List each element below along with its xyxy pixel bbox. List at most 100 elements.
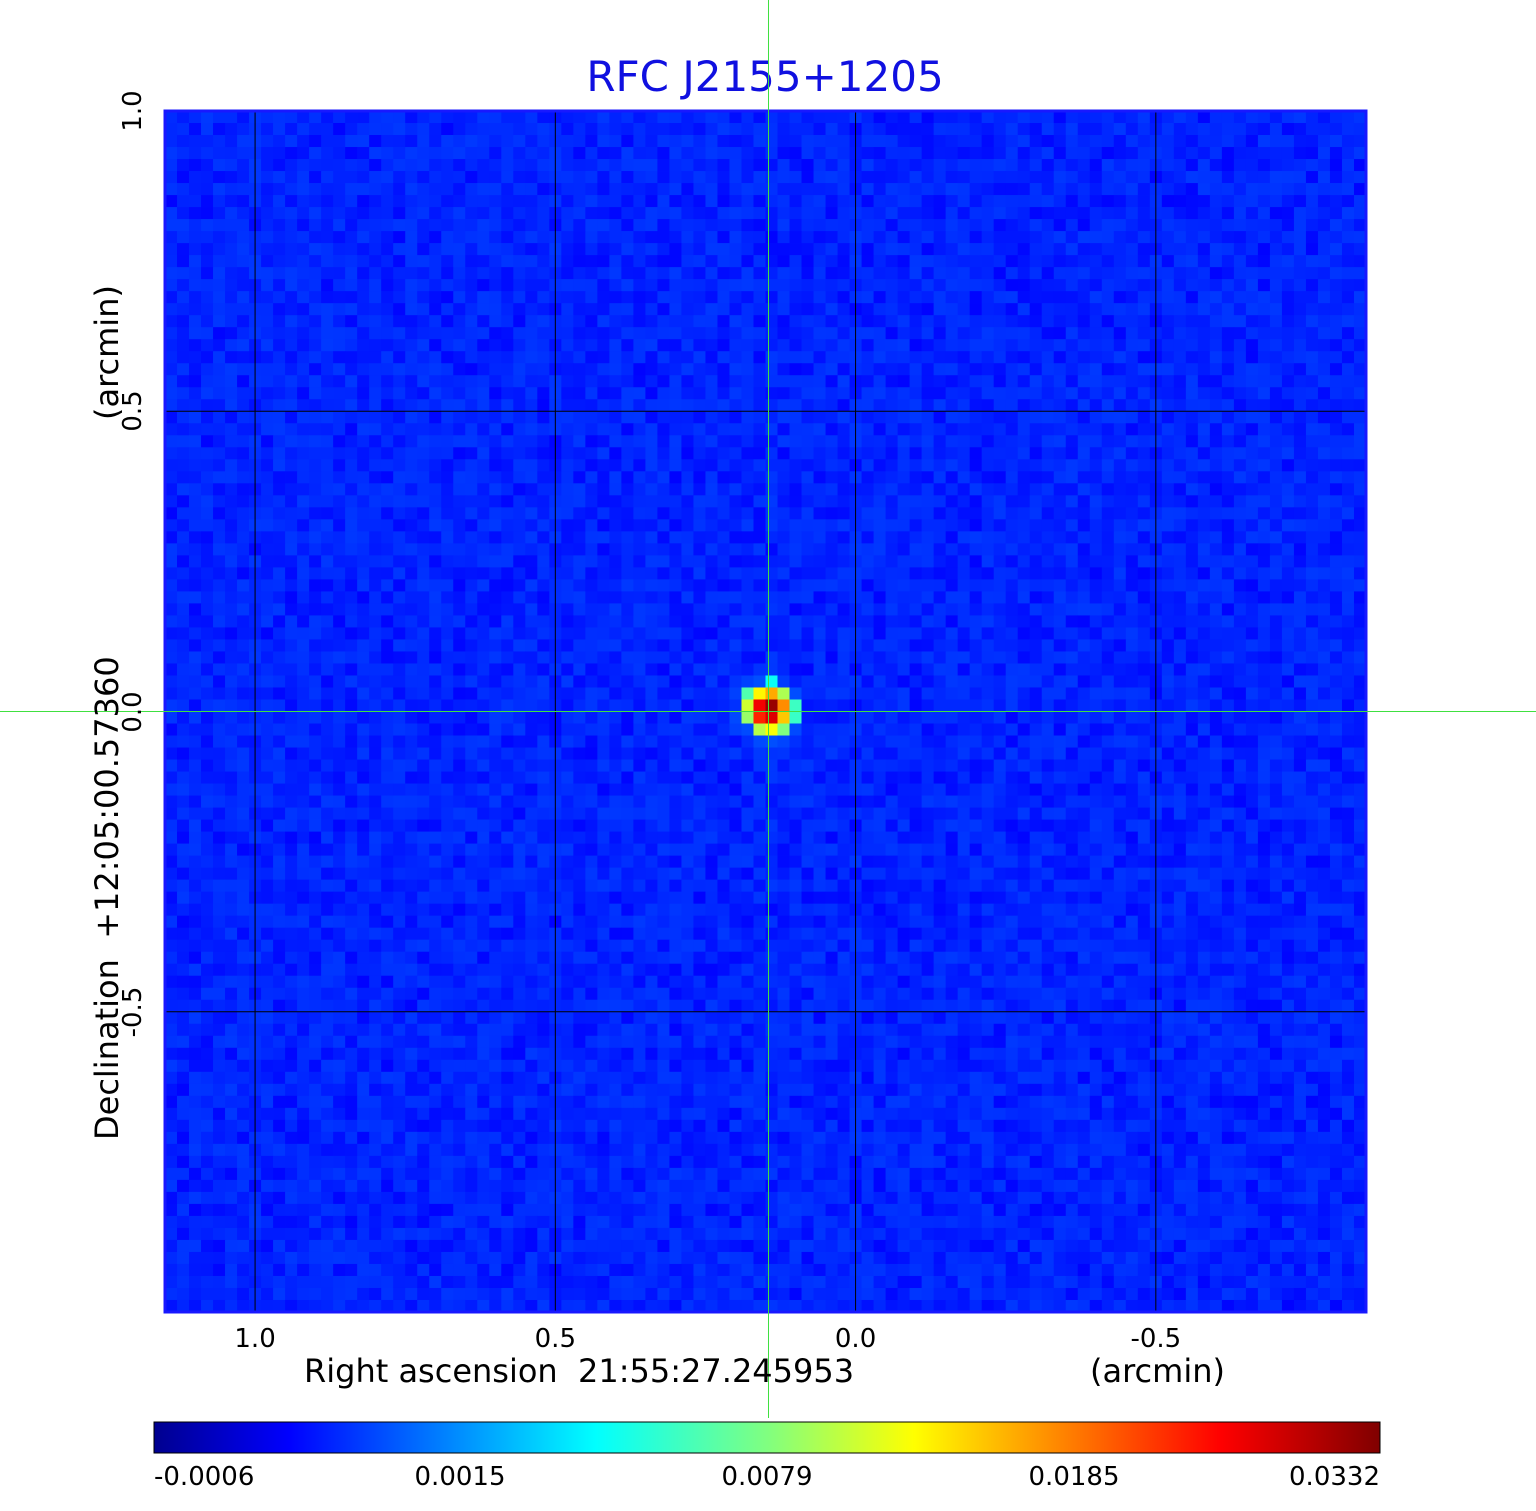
image-pixel <box>837 303 850 316</box>
image-pixel <box>561 291 574 304</box>
image-pixel <box>321 183 334 196</box>
image-pixel <box>813 291 826 304</box>
image-pixel <box>1005 159 1019 172</box>
image-pixel <box>285 699 298 712</box>
image-pixel <box>981 627 994 640</box>
image-pixel <box>777 435 790 448</box>
image-pixel <box>993 663 1006 676</box>
image-pixel <box>513 207 526 220</box>
image-pixel <box>1245 471 1259 484</box>
image-pixel <box>297 147 310 160</box>
image-pixel <box>777 447 790 460</box>
image-pixel <box>177 495 190 508</box>
image-pixel <box>405 567 418 580</box>
image-pixel <box>873 507 886 520</box>
image-pixel <box>1185 411 1199 424</box>
image-pixel <box>729 519 742 532</box>
image-pixel <box>201 327 214 340</box>
image-pixel <box>213 303 226 316</box>
image-pixel <box>897 435 910 448</box>
image-pixel <box>1257 231 1271 244</box>
image-pixel <box>201 567 214 580</box>
image-pixel <box>801 291 814 304</box>
image-pixel <box>297 219 310 232</box>
image-pixel <box>777 267 790 280</box>
image-pixel <box>705 483 718 496</box>
image-pixel <box>1341 687 1355 700</box>
image-pixel <box>909 183 922 196</box>
image-pixel <box>657 159 670 172</box>
image-pixel <box>189 327 202 340</box>
image-pixel <box>969 195 982 208</box>
image-pixel <box>381 375 394 388</box>
image-pixel <box>681 159 694 172</box>
image-pixel <box>993 219 1006 232</box>
image-pixel <box>897 315 910 328</box>
image-pixel <box>1209 639 1223 652</box>
image-pixel <box>1101 243 1115 256</box>
image-pixel <box>357 399 370 412</box>
image-pixel <box>429 159 442 172</box>
image-pixel <box>357 111 370 124</box>
image-pixel <box>1005 459 1019 472</box>
image-pixel <box>861 123 874 136</box>
image-pixel <box>1065 375 1079 388</box>
image-pixel <box>789 243 802 256</box>
image-pixel <box>1257 135 1271 148</box>
image-pixel <box>357 591 370 604</box>
image-pixel <box>1341 219 1355 232</box>
image-pixel <box>1125 255 1139 268</box>
image-pixel <box>837 591 850 604</box>
image-pixel <box>309 315 322 328</box>
image-pixel <box>1017 123 1031 136</box>
image-pixel <box>1089 615 1103 628</box>
image-pixel <box>561 375 574 388</box>
image-pixel <box>669 219 682 232</box>
image-pixel <box>765 171 778 184</box>
image-pixel <box>1089 567 1103 580</box>
image-pixel <box>933 291 946 304</box>
image-pixel <box>609 615 622 628</box>
image-pixel <box>933 123 946 136</box>
image-pixel <box>1209 399 1223 412</box>
image-pixel <box>489 699 502 712</box>
image-pixel <box>189 255 202 268</box>
image-pixel <box>501 135 514 148</box>
image-pixel <box>213 231 226 244</box>
image-pixel <box>1065 663 1079 676</box>
image-pixel <box>717 303 730 316</box>
image-pixel <box>1113 399 1127 412</box>
image-pixel <box>1041 591 1055 604</box>
image-pixel <box>1245 507 1259 520</box>
image-pixel <box>657 387 670 400</box>
image-pixel <box>981 519 994 532</box>
image-pixel <box>1353 255 1367 268</box>
image-pixel <box>1065 519 1079 532</box>
image-pixel <box>1065 231 1079 244</box>
image-pixel <box>693 291 706 304</box>
image-pixel <box>1245 183 1259 196</box>
image-pixel <box>789 603 802 616</box>
image-pixel <box>201 183 214 196</box>
image-pixel <box>1173 147 1187 160</box>
image-pixel <box>489 495 502 508</box>
image-pixel <box>237 447 250 460</box>
image-pixel <box>297 543 310 556</box>
image-pixel <box>573 399 586 412</box>
image-pixel <box>621 663 634 676</box>
image-pixel <box>789 663 802 676</box>
image-pixel <box>777 591 790 604</box>
image-pixel <box>705 315 718 328</box>
image-pixel <box>993 411 1006 424</box>
image-pixel <box>1101 615 1115 628</box>
image-pixel <box>945 471 958 484</box>
image-pixel <box>741 207 754 220</box>
image-pixel <box>177 243 190 256</box>
image-pixel <box>261 375 274 388</box>
image-pixel <box>189 543 202 556</box>
image-pixel <box>837 123 850 136</box>
image-pixel <box>1089 135 1103 148</box>
image-pixel <box>801 435 814 448</box>
image-pixel <box>1137 111 1151 124</box>
image-pixel <box>525 159 538 172</box>
